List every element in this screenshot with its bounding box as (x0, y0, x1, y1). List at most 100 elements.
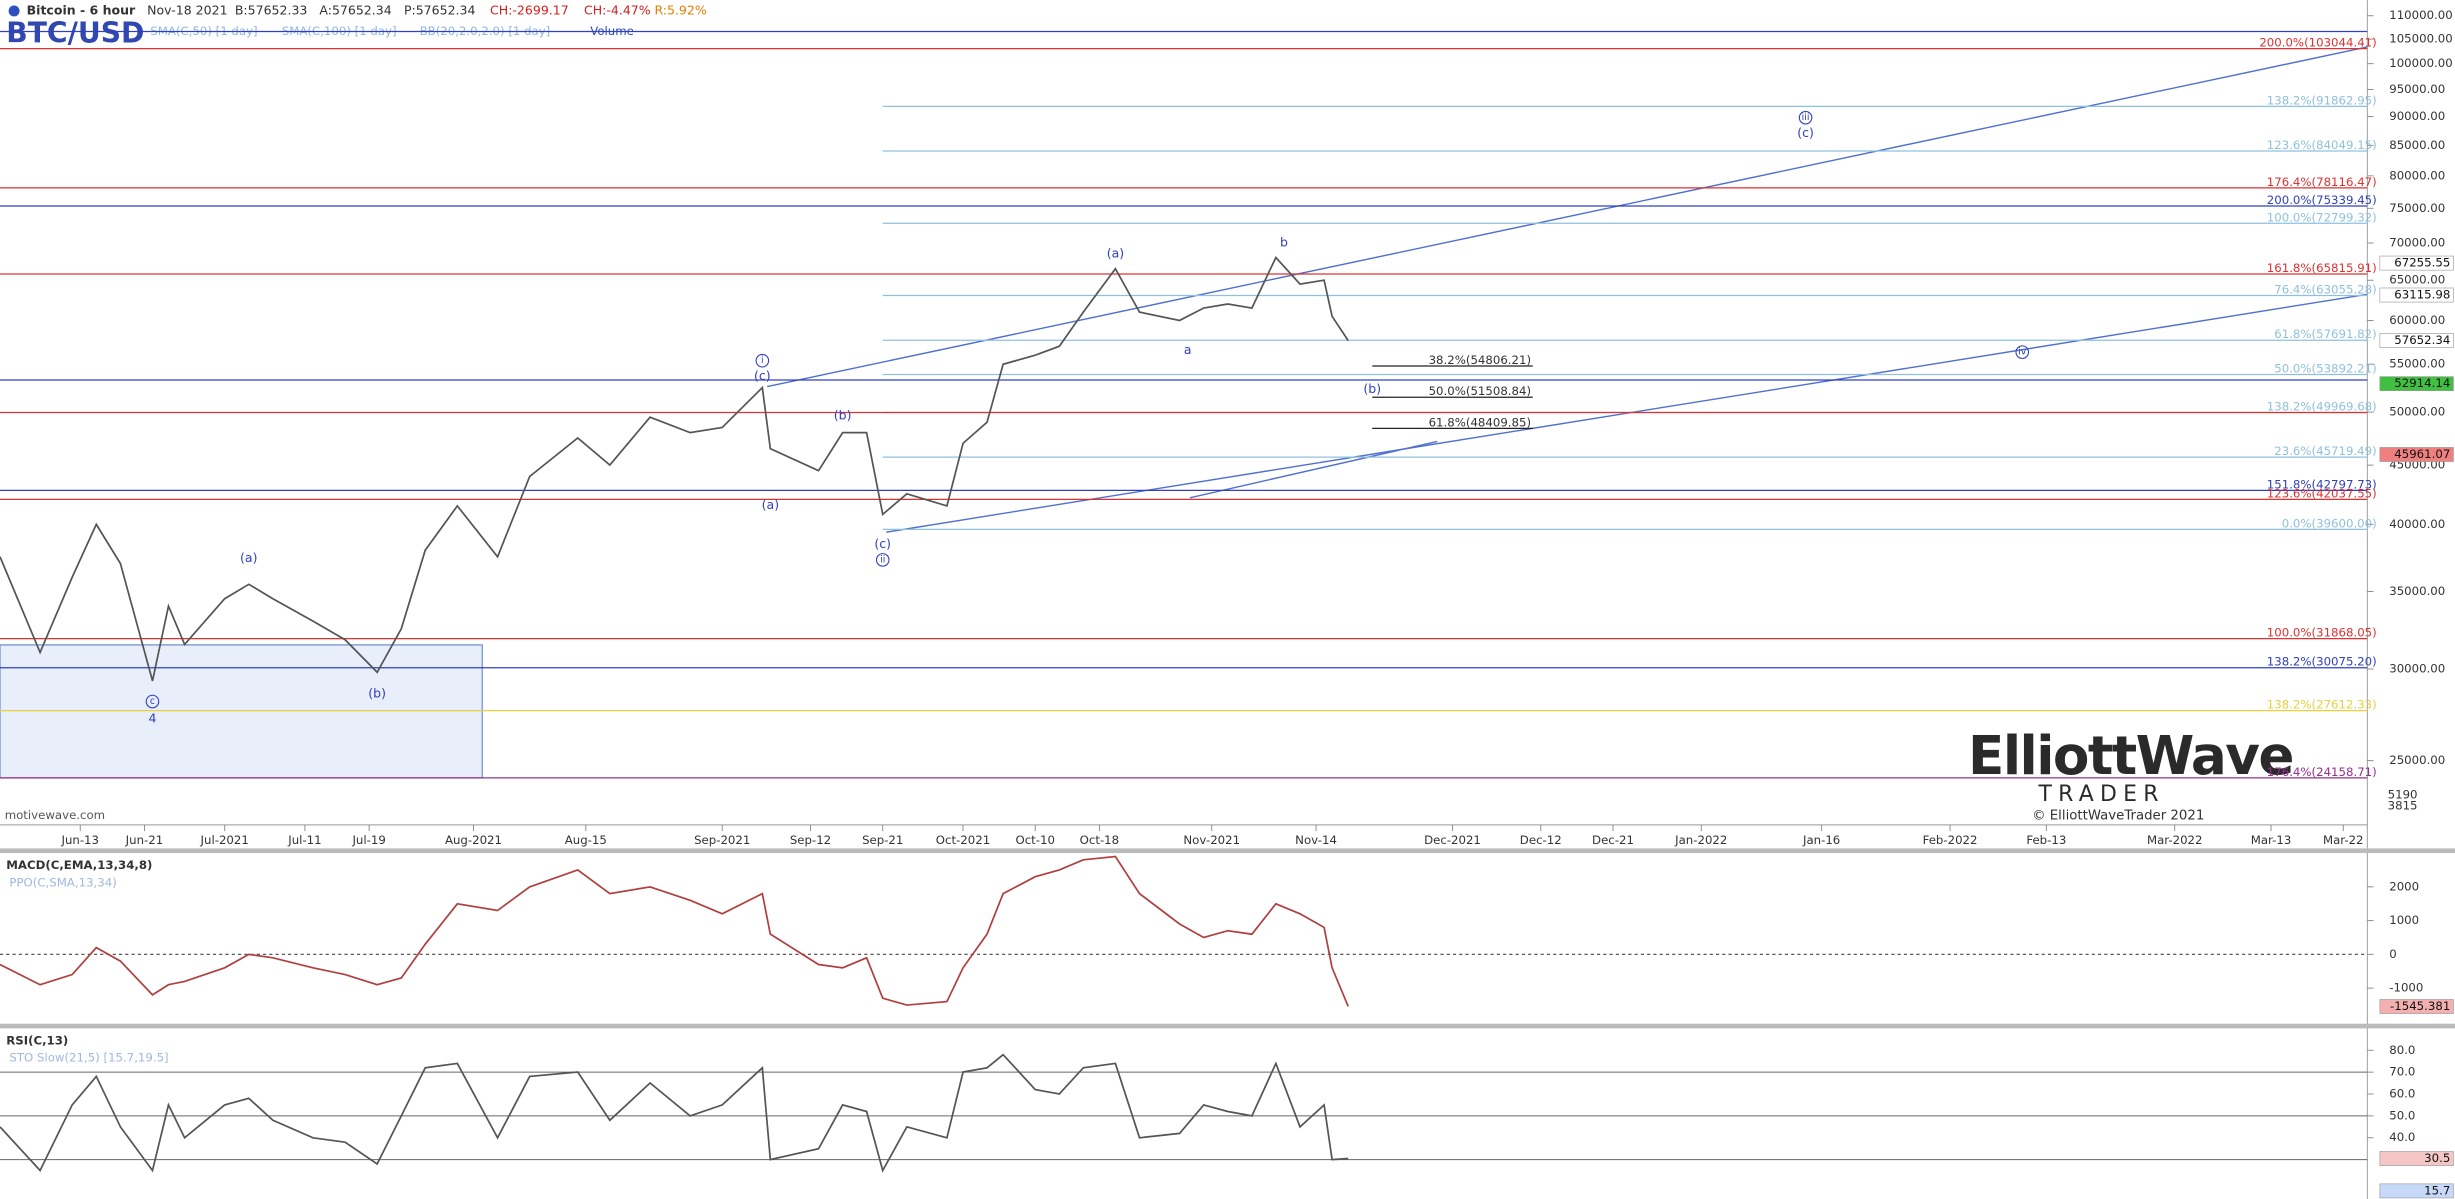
y-tick-label: 65000.00 (2389, 273, 2445, 287)
y-tick-label: 85000.00 (2389, 138, 2445, 152)
y-tick-label: 55000.00 (2389, 357, 2445, 371)
x-tick-label: Sep-2021 (694, 833, 750, 847)
x-tick-label: Jan-16 (1802, 833, 1840, 847)
fib-label: 200.0%(103044.41) (2259, 36, 2376, 50)
price-marker-label: 67255.55 (2394, 256, 2450, 270)
logo-sub: TRADER (2038, 782, 2165, 807)
fib-label: 23.6%(45719.49) (2274, 444, 2376, 458)
y-tick-label: 70.0 (2389, 1065, 2415, 1079)
price-marker-label: 52914.14 (2394, 376, 2450, 390)
fib-label: 123.6%(42037.55) (2267, 486, 2377, 500)
x-tick-label: Feb-2022 (1923, 833, 1978, 847)
price-marker (2379, 1183, 2454, 1199)
y-tick-label: 40.0 (2389, 1130, 2415, 1144)
price-marker (2379, 333, 2454, 348)
change: CH:-2699.17 (490, 2, 569, 17)
price-marker (2379, 1151, 2454, 1166)
wave-label: (b) (834, 408, 852, 423)
wave-label: iv (2018, 347, 2027, 358)
fib-label: 50.0%(53892.21) (2274, 361, 2376, 375)
copyright: © ElliottWaveTrader 2021 (2032, 809, 2204, 824)
fib-label: 0.0%(39600.00) (2282, 516, 2377, 530)
trend-line (886, 293, 2368, 533)
y-tick-label: 95000.00 (2389, 82, 2445, 96)
wave-label: (a) (1107, 246, 1124, 261)
wave-label: a (1184, 342, 1192, 357)
price-marker-label: 30.5 (2424, 1151, 2450, 1165)
change-pct: CH:-4.47% (584, 2, 651, 17)
y-tick-label: 0 (2389, 947, 2396, 961)
wave-label: iii (1802, 112, 1810, 123)
fib-label: 151.8%(42797.73) (2267, 477, 2377, 491)
wave-label: (b) (1363, 381, 1381, 396)
x-tick-label: Jun-13 (60, 833, 99, 847)
x-tick-label: Mar-22 (2323, 833, 2364, 847)
volume-label: 3815 (2388, 799, 2418, 813)
price-marker-label: -1545.381 (2390, 999, 2450, 1013)
wave-label: (a) (762, 497, 779, 512)
ask: A:57652.34 (319, 2, 391, 17)
fib-label: 176.4%(24158.71) (2267, 765, 2377, 779)
date: Nov-18 2021 (147, 2, 227, 17)
fib-label: 61.8%(57691.82) (2274, 327, 2376, 341)
price-marker-label: 63115.98 (2394, 288, 2450, 302)
x-tick-label: Feb-13 (2026, 833, 2066, 847)
y-tick-label: 100000.00 (2389, 56, 2452, 70)
y-tick-label: 35000.00 (2389, 584, 2445, 598)
y-tick-label: 80000.00 (2389, 168, 2445, 182)
indicator-label: SMA(C,100) [1 day] (282, 24, 397, 38)
x-tick-label: Jun-21 (125, 833, 164, 847)
panel-subtitle: PPO(C,SMA,13,34) (9, 875, 116, 889)
x-tick-label: Jan-2022 (1674, 833, 1727, 847)
wave-label: ii (880, 554, 885, 565)
x-tick-label: Nov-2021 (1183, 833, 1240, 847)
wave-circle (2015, 345, 2030, 359)
symbol: BTC/USD (6, 16, 144, 49)
panel-title: MACD(C,EMA,13,34,8) (6, 858, 152, 872)
fib-label: 138.2%(91862.95) (2267, 93, 2377, 107)
fib-label: 50.0%(51508.84) (1429, 384, 1531, 398)
x-tick-label: Dec-2021 (1424, 833, 1481, 847)
panel-title: RSI(C,13) (6, 1033, 68, 1047)
price-marker (2379, 287, 2454, 303)
indicator-label: BB(20,2.0,2.0) [1 day] (420, 24, 551, 38)
wave-label: 4 (148, 710, 156, 725)
logo-main: ElliottWave (1968, 725, 2293, 787)
price-marker-label: 57652.34 (2394, 333, 2450, 347)
x-tick-label: Jul-2021 (200, 833, 249, 847)
x-tick-label: Sep-21 (862, 833, 903, 847)
symbol-icon (8, 5, 20, 17)
price-marker (2379, 255, 2454, 271)
fib-label: 38.2%(54806.21) (1429, 353, 1531, 367)
x-tick-label: Oct-18 (1080, 833, 1119, 847)
x-tick-label: Sep-12 (790, 833, 831, 847)
x-tick-label: Oct-2021 (936, 833, 990, 847)
series-name: Bitcoin - 6 hour (27, 2, 136, 17)
panel-subtitle: STO Slow(21,5) [15.7,19.5] (9, 1051, 168, 1065)
watermark: motivewave.com (5, 808, 105, 822)
price-marker (2379, 999, 2454, 1014)
x-tick-label: Dec-21 (1592, 833, 1634, 847)
y-tick-label: 2000 (2389, 879, 2419, 893)
price: P:57652.34 (404, 2, 476, 17)
fib-label: 161.8%(65815.91) (2267, 261, 2377, 275)
y-tick-label: 80.0 (2389, 1043, 2415, 1057)
trend-line (1189, 440, 1438, 499)
wave-label: b (1280, 235, 1288, 250)
wave-circle (145, 694, 160, 709)
x-tick-label: Dec-12 (1520, 833, 1562, 847)
y-tick-label: 25000.00 (2389, 753, 2445, 767)
x-tick-label: Nov-14 (1295, 833, 1337, 847)
wave-label: (b) (368, 685, 386, 700)
series-line (0, 255, 1349, 682)
fib-label: 138.2%(49969.68) (2267, 399, 2377, 413)
fib-label: 100.0%(72799.32) (2267, 210, 2377, 224)
y-tick-label: 90000.00 (2389, 109, 2445, 123)
series-line (0, 855, 1350, 1007)
wave-label: (c) (874, 536, 891, 551)
y-tick-label: 40000.00 (2389, 517, 2445, 531)
fib-label: 138.2%(30075.20) (2267, 655, 2377, 669)
y-tick-label: 75000.00 (2389, 201, 2445, 215)
x-tick-label: Mar-2022 (2147, 833, 2203, 847)
